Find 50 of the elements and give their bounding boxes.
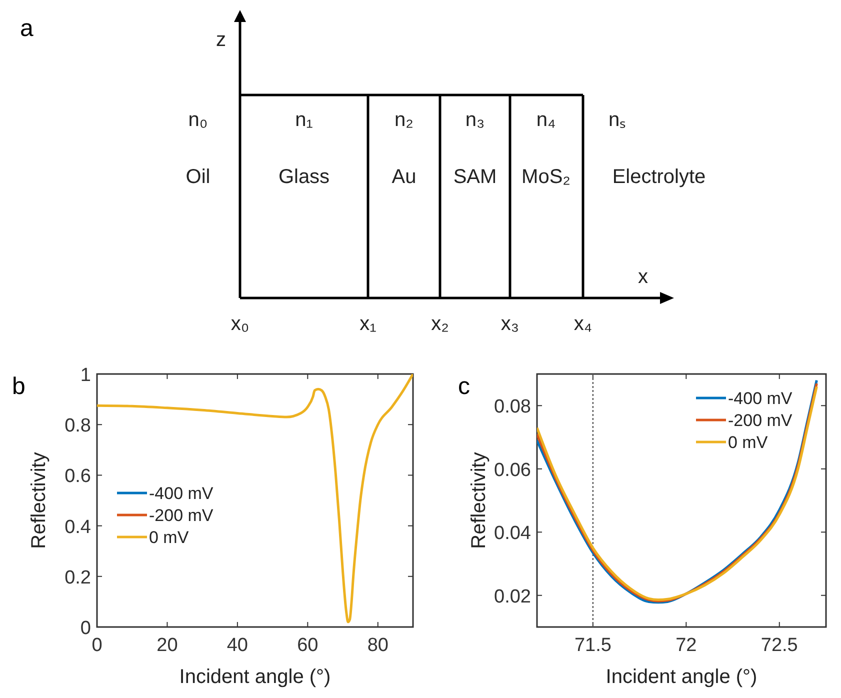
y-tick-label: 0.08	[494, 396, 531, 418]
y-tick-label: 0.8	[64, 416, 91, 437]
y-tick-label: 0.04	[494, 523, 532, 544]
y-tick-label: 1	[80, 365, 91, 386]
text: Electrolyte	[612, 166, 706, 188]
legend-label: -200 mV	[728, 411, 793, 430]
text: n₃	[465, 109, 485, 131]
y-axis-title: Reflectivity	[28, 452, 50, 549]
chart-title: c	[458, 373, 470, 400]
y-tick-label: 0.2	[64, 567, 91, 588]
text: x₁	[360, 313, 377, 335]
legend-label: 0 mV	[149, 528, 190, 547]
legend-label: -200 mV	[149, 506, 214, 525]
x-tick-label: 72	[676, 635, 697, 656]
line-series	[97, 374, 413, 624]
text: Glass	[278, 166, 330, 188]
text: nₛ	[608, 109, 626, 131]
y-axis-title: Reflectivity	[468, 452, 490, 549]
chart-title: b	[12, 373, 26, 400]
text: n₂	[394, 109, 414, 131]
x-tick-label: 60	[297, 635, 318, 656]
x-axis-title: Incident angle (°)	[606, 666, 758, 688]
text: Oil	[186, 166, 210, 188]
x-tick-label: 71.5	[574, 635, 612, 656]
text: a	[20, 15, 34, 42]
x-tick-label: 20	[156, 635, 178, 656]
text: x₃	[500, 313, 520, 335]
y-tick-label: 0.02	[494, 586, 531, 608]
text: x₂	[431, 313, 449, 335]
text: n₄	[536, 109, 556, 131]
text: n₀	[188, 109, 208, 131]
x-tick-label: 72.5	[760, 635, 798, 656]
text: z	[216, 29, 226, 51]
x-tick-label: 40	[226, 635, 248, 656]
legend-label: -400 mV	[149, 484, 214, 503]
text: x	[638, 266, 648, 288]
x-axis-title: Incident angle (°)	[179, 666, 331, 688]
text: x₀	[230, 313, 250, 335]
legend-label: -400 mV	[728, 389, 793, 408]
y-tick-label: 0.6	[64, 466, 91, 488]
y-tick-label: 0.06	[494, 460, 531, 481]
legend-label: 0 mV	[728, 433, 768, 452]
text: n₁	[295, 109, 314, 131]
text: MoS₂	[522, 166, 570, 188]
text: x₄	[574, 313, 592, 335]
y-tick-label: 0.4	[64, 516, 92, 538]
text: Au	[392, 166, 416, 188]
y-tick-label: 0	[80, 618, 91, 639]
x-tick-label: 80	[367, 635, 388, 656]
text: SAM	[453, 166, 497, 188]
